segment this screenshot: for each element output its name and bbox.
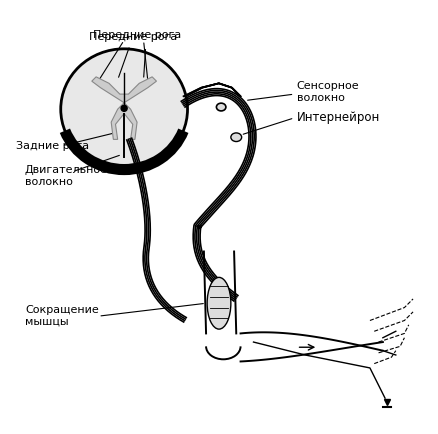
Text: Сенсорное
волокно: Сенсорное волокно bbox=[297, 81, 359, 103]
Text: Сокращение
мышцы: Сокращение мышцы bbox=[25, 306, 99, 327]
Ellipse shape bbox=[61, 49, 187, 170]
Text: Передние рога: Передние рога bbox=[93, 30, 181, 40]
Text: Интернейрон: Интернейрон bbox=[297, 111, 380, 124]
Text: Передние рога: Передние рога bbox=[88, 33, 177, 77]
Polygon shape bbox=[92, 77, 156, 139]
Ellipse shape bbox=[231, 133, 242, 141]
Text: Задние рога: Задние рога bbox=[16, 141, 89, 151]
Ellipse shape bbox=[207, 277, 231, 329]
Ellipse shape bbox=[216, 103, 226, 111]
Circle shape bbox=[121, 105, 127, 112]
Text: Двигательное
волокно: Двигательное волокно bbox=[25, 165, 108, 187]
